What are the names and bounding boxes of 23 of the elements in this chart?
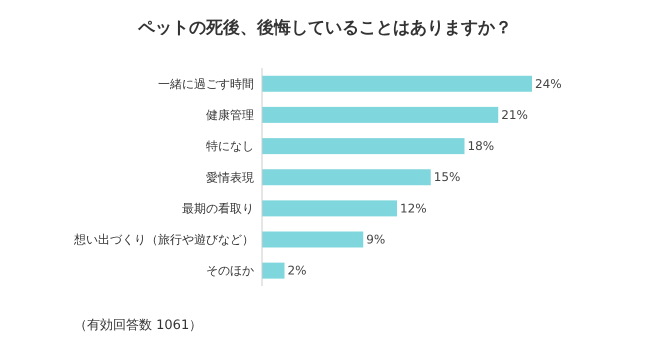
y-tick-label: 愛情表現 xyxy=(206,170,254,184)
data-label: 15% xyxy=(434,170,460,184)
y-tick-label: 一緒に過ごす時間 xyxy=(158,76,254,91)
text: （有効回答数 1061） xyxy=(74,317,202,334)
bar xyxy=(262,106,498,123)
y-tick-label: 最期の看取り xyxy=(182,201,254,216)
y-tick-label: 特になし xyxy=(206,139,254,154)
data-label: 18% xyxy=(468,139,494,154)
chart-title: ペットの死後、後悔していることはありますか？ xyxy=(137,17,513,40)
data-label: 21% xyxy=(501,108,528,122)
data-label: 24% xyxy=(535,76,562,91)
y-tick-label: そのほか xyxy=(206,264,254,278)
y-tick-label: 健康管理 xyxy=(206,108,254,122)
bar xyxy=(262,76,532,92)
bar xyxy=(262,262,284,279)
data-label: 9% xyxy=(366,232,386,246)
data-label: 12% xyxy=(400,201,427,216)
bar xyxy=(262,200,397,216)
bar xyxy=(262,138,464,154)
bar xyxy=(262,232,364,248)
data-label: 2% xyxy=(288,264,307,278)
y-tick-label: 想い出づくり（旅行や遊びなど） xyxy=(73,232,254,247)
bar xyxy=(262,169,431,186)
